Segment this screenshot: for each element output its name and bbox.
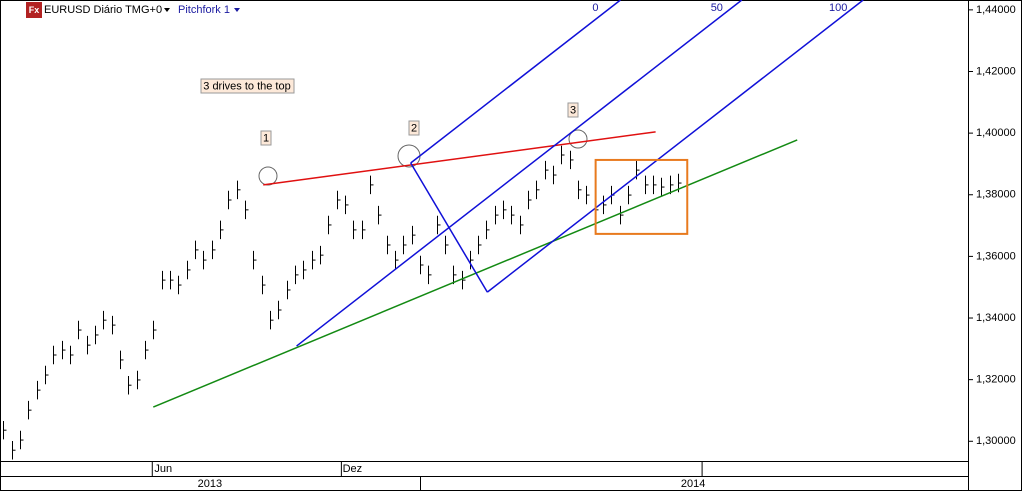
drive-box [567, 102, 579, 118]
y-tick-label: 1,36000 [976, 250, 1016, 262]
pitchfork-tine [410, 0, 621, 164]
tool-dropdown[interactable] [234, 8, 240, 12]
trendline [263, 131, 656, 186]
y-tick-label: 1,42000 [976, 65, 1016, 77]
symbol-label[interactable]: EURUSD Diário TMG+0 [44, 4, 162, 16]
y-tick-label: 1,32000 [976, 374, 1016, 386]
drive-box [260, 130, 272, 146]
trendline [152, 139, 798, 408]
drive-box [408, 120, 420, 136]
x-tick-label: Jun [154, 463, 172, 475]
symbol-icon [26, 2, 42, 18]
symbol-dropdown[interactable] [164, 8, 170, 12]
drive-circle [568, 129, 588, 149]
x-tick-label: Dez [343, 463, 363, 475]
drive-label: 3 [570, 104, 576, 116]
y-tick-label: 1,34000 [976, 312, 1016, 324]
pitchfork-tine [296, 0, 743, 347]
y-tick-label: 1,44000 [976, 4, 1016, 16]
icon-text: Fx [29, 5, 40, 15]
year-label: 2014 [681, 478, 705, 490]
y-tick-label: 1,40000 [976, 127, 1016, 139]
pitchfork-tine [486, 0, 864, 293]
highlight-box [594, 158, 689, 235]
drive-label: 2 [411, 122, 417, 134]
y-tick-label: 1,30000 [976, 435, 1016, 447]
drive-circle [258, 166, 278, 186]
note-text: 3 drives to the top [203, 80, 290, 92]
note-box [200, 78, 295, 94]
pitchfork-level: 0 [592, 2, 598, 14]
year-label: 2013 [198, 478, 222, 490]
pitchfork-level: 100 [829, 2, 847, 14]
y-tick-label: 1,38000 [976, 189, 1016, 201]
pitchfork-level: 50 [711, 2, 723, 14]
tool-label[interactable]: Pitchfork 1 [178, 4, 230, 16]
drive-label: 1 [263, 132, 269, 144]
plot [3, 145, 682, 460]
